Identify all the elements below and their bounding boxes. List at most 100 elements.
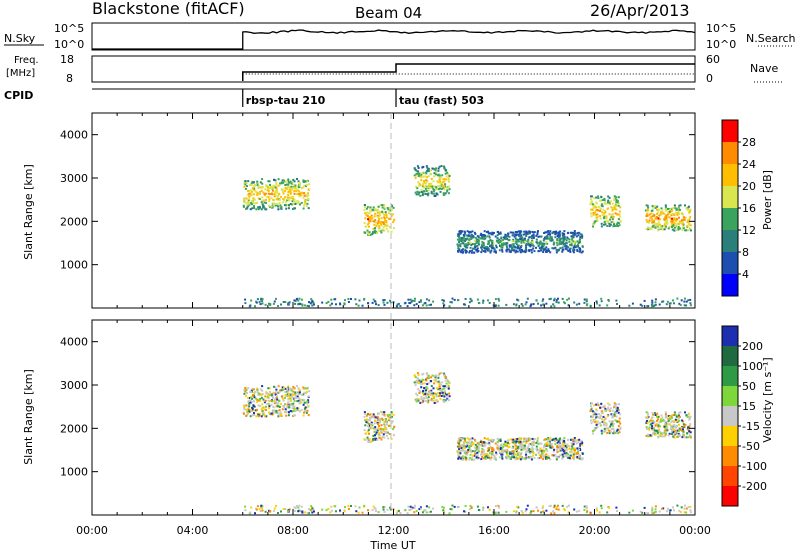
velocity-echo-cell (388, 418, 391, 421)
power-echo-cell (270, 196, 273, 199)
power-echo-cell (253, 207, 256, 209)
power-echo-cell (470, 251, 473, 254)
velocity-echo-cell (561, 453, 564, 456)
velocity-echo-cell (687, 506, 690, 509)
velocity-echo-cell (651, 432, 654, 435)
velocity-echo-cell (473, 446, 476, 449)
velocity-echo-cell (442, 400, 445, 403)
power-echo-cell (652, 206, 655, 209)
velocity-echo-cell (557, 456, 560, 459)
velocity-echo-cell (500, 451, 503, 454)
velocity-echo-cell (297, 397, 300, 400)
velocity-echo-cell (286, 406, 289, 409)
power-echo-cell (244, 180, 247, 183)
power-echo-cell (514, 231, 517, 233)
power-echo-cell (673, 204, 676, 207)
power-echo-cell (374, 227, 376, 230)
velocity-echo-cell (687, 428, 690, 431)
velocity-echo-cell (252, 408, 254, 411)
colorbar-tick-label: 4 (742, 268, 749, 281)
velocity-echo-cell (467, 442, 470, 445)
power-echo-cell (671, 222, 673, 225)
velocity-echo-cell (383, 413, 386, 416)
velocity-echo-cell (423, 387, 426, 389)
power-echo-cell (277, 198, 279, 201)
velocity-echo-cell (261, 403, 264, 406)
power-echo-cell (494, 305, 497, 307)
power-echo-cell (429, 187, 432, 189)
velocity-echo-cell (549, 440, 552, 443)
velocity-echo-cell (372, 413, 375, 416)
velocity-echo-cell (275, 411, 278, 414)
velocity-echo-cell (288, 403, 291, 406)
power-echo-cell (653, 222, 656, 225)
power-echo-cell (416, 190, 419, 193)
velocity-echo-cell (468, 508, 471, 511)
velocity-echo-cell (526, 447, 529, 450)
power-echo-cell (562, 235, 565, 238)
power-echo-cell (519, 249, 522, 252)
power-echo-cell (681, 212, 684, 215)
velocity-echo-cell (491, 451, 493, 454)
velocity-echo-cell (300, 398, 303, 401)
velocity-echo-cell (559, 440, 561, 443)
velocity-echo-cell (527, 445, 530, 448)
power-echo-cell (380, 204, 383, 207)
power-echo-cell (596, 302, 598, 305)
velocity-echo-cell (553, 437, 556, 440)
power-echo-cell (676, 222, 679, 225)
power-echo-cell (415, 303, 418, 306)
power-echo-cell (457, 250, 460, 253)
velocity-echo-cell (251, 390, 253, 393)
power-panel-frame (91, 112, 696, 309)
power-echo-cell (380, 224, 383, 227)
velocity-echo-cell (420, 396, 423, 398)
velocity-echo-cell (515, 441, 517, 444)
velocity-echo-cell (422, 372, 425, 375)
power-echo-cell (540, 304, 543, 307)
power-echo-cell (369, 210, 372, 213)
velocity-echo-cell (562, 448, 565, 451)
velocity-echo-cell (444, 376, 447, 379)
velocity-echo-cell (373, 427, 376, 430)
power-echo-cell (390, 208, 393, 211)
power-echo-cell (558, 242, 561, 245)
velocity-echo-cell (682, 425, 685, 428)
power-echo-cell (612, 215, 615, 218)
power-echo-cell (521, 304, 524, 307)
power-echo-cell (647, 228, 650, 231)
velocity-echo-cell (559, 454, 562, 457)
velocity-echo-cell (418, 382, 420, 385)
velocity-echo-cell (250, 409, 253, 411)
velocity-echo-cell (542, 456, 545, 459)
power-echo-cell (368, 231, 371, 234)
power-echo-cell (651, 301, 654, 304)
velocity-echo-cell (255, 415, 258, 418)
velocity-echo-cell (511, 456, 514, 459)
power-echo-cell (572, 231, 575, 234)
velocity-echo-cell (661, 432, 664, 435)
velocity-echo-cell (373, 430, 376, 433)
velocity-echo-cell (264, 395, 267, 398)
velocity-echo-cell (420, 398, 423, 400)
velocity-echo-cell (439, 389, 442, 392)
power-echo-cell (245, 197, 248, 200)
velocity-echo-cell (374, 419, 377, 422)
velocity-echo-cell (252, 388, 255, 391)
power-echo-cell (373, 223, 376, 226)
power-echo-cell (607, 195, 610, 198)
power-echo-cell (298, 195, 301, 198)
velocity-echo-cell (551, 446, 554, 449)
power-echo-cell (508, 238, 511, 241)
time-tick-label: 20:00 (579, 524, 611, 537)
power-echo-cell (526, 231, 529, 234)
velocity-echo-cell (416, 379, 419, 382)
power-echo-cell (258, 198, 261, 200)
velocity-echo-cell (505, 444, 508, 447)
colorbar-tick-label: -200 (742, 480, 767, 493)
power-echo-cell (287, 207, 290, 210)
velocity-echo-cell (372, 505, 375, 508)
velocity-echo-cell (286, 403, 289, 406)
range-tick-label: 1000 (60, 259, 88, 272)
power-echo-cell (505, 235, 507, 238)
